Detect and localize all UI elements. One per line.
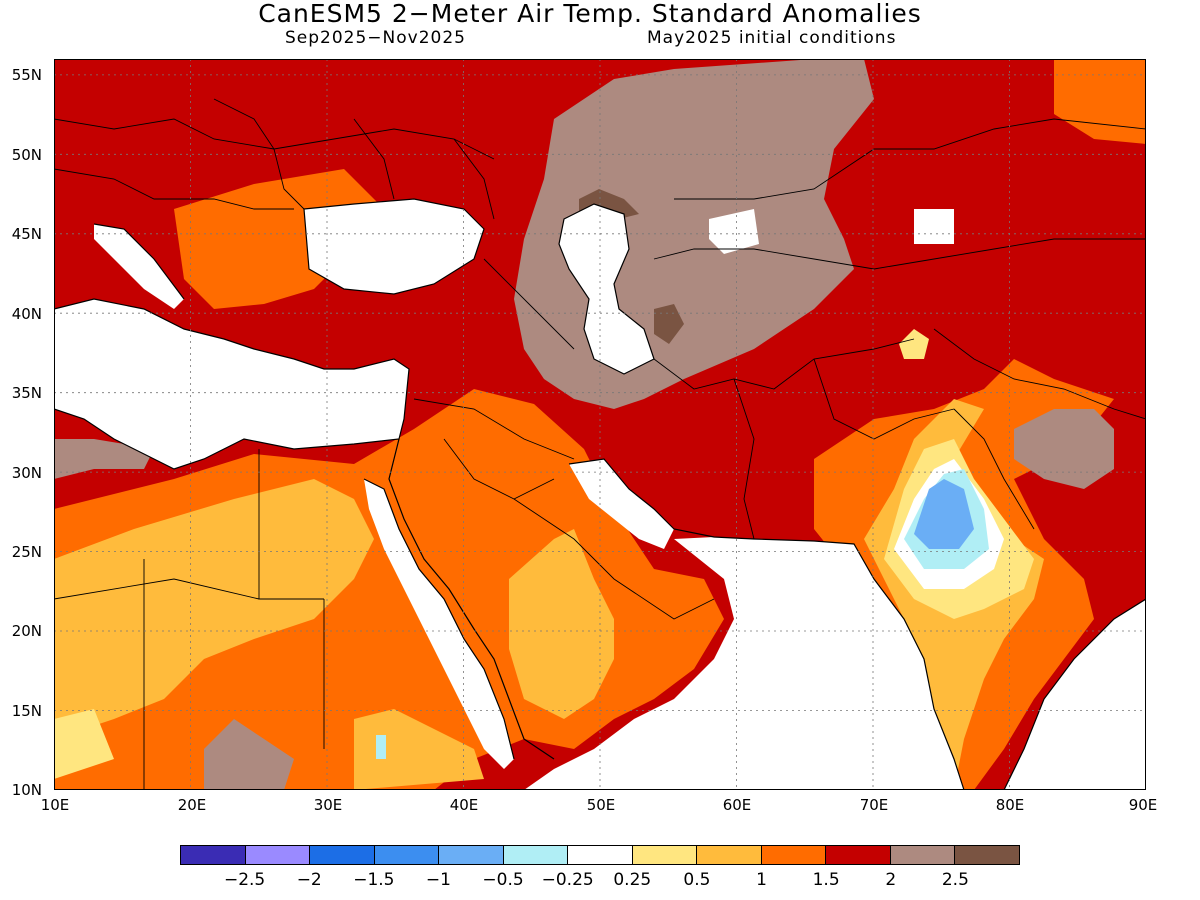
lat-label: 30N <box>11 464 42 482</box>
lat-label: 35N <box>11 384 42 402</box>
lon-label: 40E <box>449 796 479 814</box>
aral-sea <box>709 209 759 254</box>
legend-swatch <box>697 846 762 864</box>
color-legend <box>180 845 1020 865</box>
country-borders <box>54 98 1146 790</box>
initial-conditions: May2025 initial conditions <box>647 28 897 48</box>
legend-label: 1 <box>756 870 767 890</box>
legend-label: 0.25 <box>613 870 652 890</box>
legend-swatch <box>245 846 311 864</box>
lat-label: 10N <box>11 781 42 799</box>
lon-label: 60E <box>722 796 752 814</box>
lat-label: 50N <box>11 146 42 164</box>
legend-label: 1.5 <box>812 870 840 890</box>
balkhash-lake <box>914 209 954 244</box>
legend-label: −0.5 <box>482 870 524 890</box>
lon-label: 10E <box>40 796 70 814</box>
legend-label: 2 <box>885 870 897 890</box>
legend-swatch <box>632 846 698 864</box>
anomaly-region-light-orange-africa <box>54 479 374 739</box>
adriatic-sea <box>94 224 184 309</box>
mediterranean-sea <box>54 299 409 469</box>
anomaly-region-tan-africa <box>204 719 294 790</box>
legend-swatch <box>181 846 246 864</box>
lat-label: 40N <box>11 305 42 323</box>
map-frame <box>54 59 1146 790</box>
black-sea <box>304 199 484 294</box>
persian-gulf <box>569 459 674 549</box>
lon-label: 30E <box>313 796 343 814</box>
legend-label: 0.5 <box>683 870 711 890</box>
legend-swatch <box>374 846 440 864</box>
legend-label: −1 <box>425 870 451 890</box>
anomaly-region-brown-turkmenistan <box>654 304 684 344</box>
anomaly-region-tan-east <box>1014 409 1114 489</box>
gridlines <box>54 59 1146 790</box>
red-sea <box>364 479 514 769</box>
legend-label: −2.5 <box>223 870 266 890</box>
lat-label: 20N <box>11 622 42 640</box>
legend-swatch <box>503 846 569 864</box>
lat-label: 25N <box>11 543 42 561</box>
legend-label: −2 <box>296 870 322 890</box>
lon-label: 70E <box>859 796 889 814</box>
anomaly-region-light-blue-sudan <box>376 735 386 759</box>
lat-label: 55N <box>11 66 42 84</box>
lat-label: 15N <box>11 702 42 720</box>
map-title: CanESM5 2−Meter Air Temp. Standard Anoma… <box>258 0 922 28</box>
arabian-sea <box>524 537 964 790</box>
lon-label: 20E <box>177 796 207 814</box>
caspian-sea <box>559 204 654 374</box>
anomaly-region-light-orange-arabia <box>509 529 614 719</box>
anomaly-region-yellow-pakistan <box>899 329 929 359</box>
anomaly-region-tan-libya <box>54 439 154 479</box>
lon-label: 80E <box>995 796 1025 814</box>
legend-swatch <box>955 846 1019 864</box>
anomaly-region-orange-east <box>1054 59 1146 144</box>
anomaly-region-yellow-westafrica <box>54 709 114 779</box>
legend-swatch <box>890 846 956 864</box>
anomaly-map <box>54 59 1146 790</box>
legend-label: −1.5 <box>353 870 395 890</box>
legend-swatch <box>568 846 633 864</box>
legend-swatch <box>310 846 375 864</box>
lon-label: 90E <box>1128 796 1158 814</box>
lon-label: 50E <box>586 796 616 814</box>
legend-label: 2.5 <box>941 870 969 890</box>
anomaly-region-light-orange-sahel <box>354 709 484 790</box>
legend-swatch <box>761 846 827 864</box>
legend-swatch <box>439 846 504 864</box>
lat-label: 45N <box>11 225 42 243</box>
anomaly-region-blue-india <box>914 479 974 549</box>
bay-of-bengal <box>1004 599 1146 790</box>
legend-swatch <box>826 846 891 864</box>
anomaly-region-orange-balkans <box>174 169 384 309</box>
legend-label: −0.25 <box>541 870 594 890</box>
forecast-period: Sep2025−Nov2025 <box>285 28 466 48</box>
